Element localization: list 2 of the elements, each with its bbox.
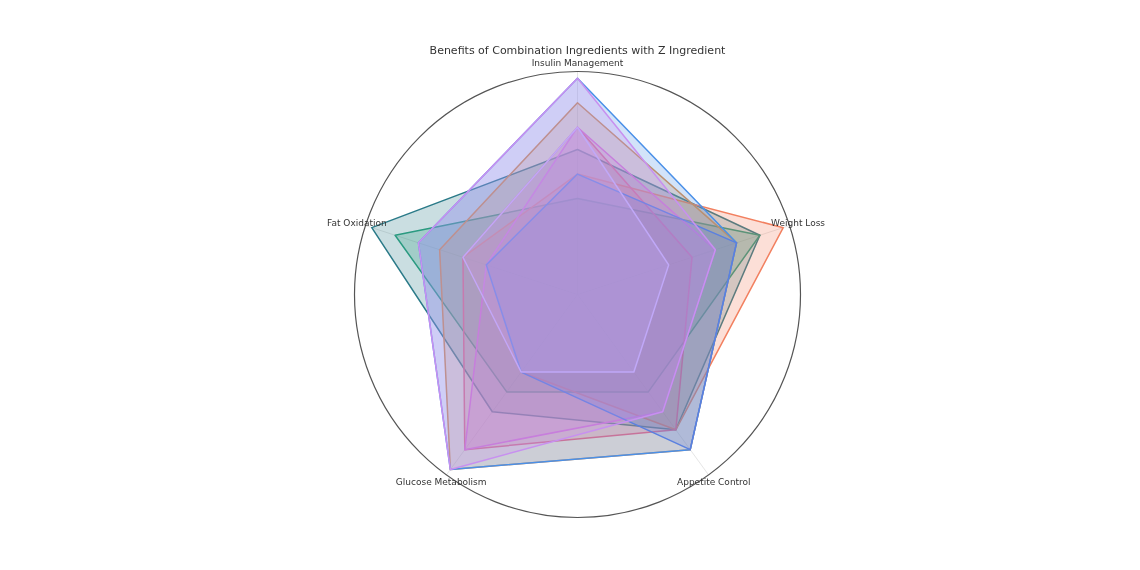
spoke-label: Insulin Management xyxy=(531,57,624,68)
chart-title: Benefits of Combination Ingredients with Z Ingredient xyxy=(429,44,727,57)
